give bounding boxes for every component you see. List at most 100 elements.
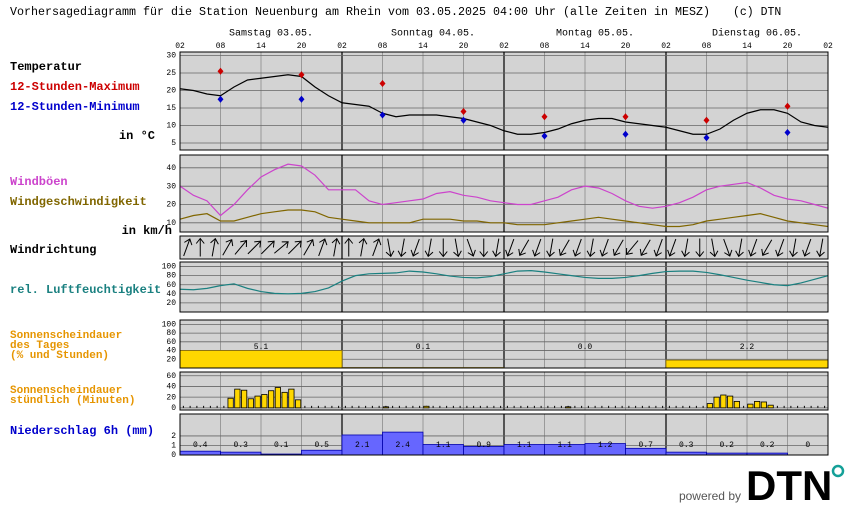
wind-arrow xyxy=(372,238,382,257)
wind-arrow xyxy=(183,238,193,257)
panel-label: Windböen xyxy=(10,175,68,189)
wind-arrow xyxy=(532,238,542,257)
wind-arrow xyxy=(397,238,407,258)
wind-arrow xyxy=(639,239,651,256)
arrow-head xyxy=(210,237,219,245)
wind-arrow xyxy=(599,238,609,257)
arrow-head xyxy=(709,250,719,258)
day-label: Sonntag 04.05. xyxy=(391,29,475,40)
wind-arrow xyxy=(303,239,315,256)
panel-border xyxy=(179,413,829,456)
extreme-marker xyxy=(622,113,629,121)
arrow-shaft xyxy=(655,238,663,257)
arrow-head xyxy=(373,238,382,246)
series-line xyxy=(179,209,829,228)
arrow-shaft xyxy=(400,238,405,257)
y-tick-label: 0 xyxy=(171,451,176,460)
arrow-head xyxy=(558,248,567,256)
arrow-shaft xyxy=(819,238,824,257)
arrow-shaft xyxy=(466,238,474,257)
hour-label: 14 xyxy=(580,42,590,51)
arrow-shaft xyxy=(559,239,570,256)
arrow-shaft xyxy=(412,238,420,257)
wind-arrow xyxy=(709,238,719,258)
hour-label: 14 xyxy=(418,42,428,51)
arrow-head xyxy=(240,239,248,248)
extreme-marker xyxy=(541,132,548,140)
wind-arrow xyxy=(681,238,690,258)
y-tick-label: 80 xyxy=(166,329,176,338)
day-label: Dienstag 06.05. xyxy=(712,28,802,40)
arrow-shaft xyxy=(626,240,639,255)
hour-label: 08 xyxy=(702,42,712,51)
wind-arrow xyxy=(735,238,744,258)
arrow-shaft xyxy=(387,238,392,257)
bar xyxy=(706,403,713,409)
arrow-shaft xyxy=(183,238,191,257)
hour-label: 14 xyxy=(742,42,752,51)
arrow-head xyxy=(492,250,501,258)
page-title: Vorhersagediagramm für die Station Neuen… xyxy=(10,6,710,19)
bar-value-label: 1.1 xyxy=(558,441,573,450)
bar-value-label: 0.3 xyxy=(679,441,694,450)
arrow-head xyxy=(319,238,328,246)
arrow-head xyxy=(254,240,262,248)
wind-arrow xyxy=(802,238,812,257)
arrow-shaft xyxy=(222,239,233,256)
bar xyxy=(727,395,734,409)
series-line xyxy=(179,270,829,295)
arrow-head xyxy=(775,249,784,257)
logo-dot xyxy=(831,464,845,478)
wind-arrow xyxy=(410,238,420,257)
arrow-shaft xyxy=(318,238,326,257)
y-tick-label: 60 xyxy=(166,281,176,290)
bar xyxy=(733,401,740,409)
extreme-marker xyxy=(298,71,305,79)
bar xyxy=(288,388,295,409)
arrow-head xyxy=(267,240,275,248)
y-tick-label: 2 xyxy=(171,432,176,441)
arrow-shaft xyxy=(534,238,542,257)
arrow-head xyxy=(438,251,448,258)
arrow-head xyxy=(695,251,705,258)
bar xyxy=(179,350,343,369)
arrow-head xyxy=(735,250,744,258)
bar-value-label: 1.1 xyxy=(517,441,532,450)
arrow-head xyxy=(385,250,395,258)
bar xyxy=(301,449,343,456)
bar xyxy=(295,399,302,409)
arrow-shaft xyxy=(274,241,289,254)
bar xyxy=(234,388,241,409)
hour-label: 02 xyxy=(823,42,833,51)
arrow-head xyxy=(479,251,489,258)
wind-arrow xyxy=(318,238,328,257)
extreme-marker xyxy=(784,129,791,136)
extreme-marker xyxy=(703,134,710,142)
arrow-shaft xyxy=(495,238,500,257)
powered-by: powered by xyxy=(679,489,741,503)
bar xyxy=(274,387,281,409)
arrow-shaft xyxy=(261,240,275,255)
arrow-shaft xyxy=(211,238,216,257)
arrow-head xyxy=(748,249,757,257)
bar-value-label: 2.1 xyxy=(355,441,370,450)
arrow-shaft xyxy=(247,240,261,255)
bar xyxy=(382,406,389,409)
bar xyxy=(767,404,774,409)
wind-arrow xyxy=(288,240,302,255)
bar xyxy=(754,401,761,409)
wind-arrow xyxy=(546,238,555,258)
wind-arrow xyxy=(816,238,825,258)
wind-arrow xyxy=(612,239,624,256)
extreme-marker xyxy=(379,80,386,87)
arrow-head xyxy=(397,250,407,258)
panel-label: (% und Stunden) xyxy=(10,350,109,362)
hour-label: 02 xyxy=(661,42,671,51)
y-tick-label: 10 xyxy=(166,122,176,131)
arrow-head xyxy=(816,250,825,258)
hour-label: 08 xyxy=(540,42,550,51)
arrow-head xyxy=(653,249,662,257)
bar-value-label: 0.1 xyxy=(274,441,289,450)
y-tick-label: 20 xyxy=(166,201,176,210)
wind-arrow xyxy=(518,239,530,256)
